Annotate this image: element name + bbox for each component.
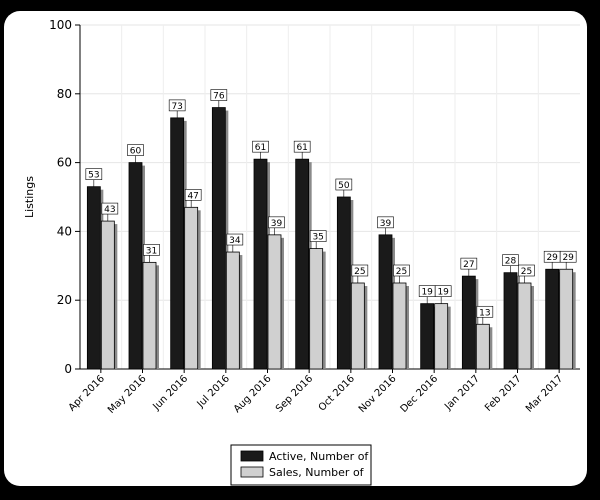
data-label: 29 bbox=[546, 253, 558, 263]
x-tick-label: Feb 2017 bbox=[483, 373, 524, 414]
y-tick-label: 20 bbox=[57, 293, 72, 307]
data-label-box bbox=[309, 230, 327, 242]
data-label-box bbox=[351, 264, 369, 277]
bar bbox=[128, 162, 143, 370]
bar bbox=[420, 303, 435, 370]
y-tick-label: 80 bbox=[57, 87, 72, 101]
x-tick-label: Apr 2016 bbox=[67, 373, 107, 413]
y-tick-label: 100 bbox=[49, 18, 72, 32]
legend: Active, Number of Sales, Number of bbox=[230, 444, 372, 486]
data-label-box bbox=[101, 202, 119, 215]
data-label: 31 bbox=[146, 246, 157, 256]
data-label: 61 bbox=[296, 143, 307, 153]
data-label: 43 bbox=[104, 205, 115, 215]
bar bbox=[170, 117, 185, 370]
data-label: 39 bbox=[271, 219, 283, 229]
data-labels: 53 43 60 31 73 47 76 34 61 39 61 35 50 25 39 25 19 19 27 13… bbox=[85, 89, 577, 325]
data-label-box bbox=[476, 305, 494, 318]
data-label-box bbox=[393, 264, 410, 277]
data-label: 13 bbox=[479, 308, 490, 318]
y-tick-label: 40 bbox=[57, 224, 72, 238]
data-label: 60 bbox=[130, 147, 142, 157]
data-label: 35 bbox=[312, 233, 323, 243]
data-label: 76 bbox=[213, 92, 225, 102]
x-tick-label: Jul 2016 bbox=[195, 373, 232, 410]
data-label: 19 bbox=[421, 288, 433, 298]
x-tick-label: Nov 2016 bbox=[357, 373, 399, 415]
bar bbox=[434, 303, 449, 370]
bar bbox=[100, 220, 115, 370]
bar bbox=[309, 248, 324, 370]
data-label-box bbox=[434, 285, 452, 297]
data-label: 25 bbox=[354, 267, 365, 277]
bar bbox=[545, 268, 560, 370]
data-label: 25 bbox=[521, 267, 532, 277]
data-label-box bbox=[226, 233, 244, 246]
gridlines bbox=[80, 24, 580, 369]
bar bbox=[503, 272, 518, 370]
data-label-box bbox=[143, 244, 160, 256]
data-label: 53 bbox=[88, 171, 99, 181]
bar bbox=[211, 107, 226, 370]
bar bbox=[475, 323, 490, 370]
x-tick-label: Sep 2016 bbox=[274, 373, 315, 414]
bar bbox=[392, 282, 407, 370]
x-tick-label: Oct 2016 bbox=[317, 373, 357, 413]
bar bbox=[253, 158, 268, 370]
legend-swatch bbox=[240, 450, 264, 462]
data-label-box bbox=[184, 189, 202, 201]
bar bbox=[461, 275, 476, 370]
data-label-box bbox=[268, 216, 285, 229]
bar bbox=[225, 251, 240, 370]
bar bbox=[142, 261, 157, 370]
y-tick-label: 0 bbox=[64, 362, 72, 376]
data-label: 61 bbox=[255, 143, 266, 153]
bar bbox=[184, 206, 199, 370]
bar bbox=[350, 282, 365, 370]
data-label-box bbox=[518, 264, 535, 277]
data-label: 47 bbox=[187, 191, 198, 201]
y-tick-label: 60 bbox=[57, 156, 72, 170]
x-tick-label: Mar 2017 bbox=[524, 373, 565, 414]
legend-swatch bbox=[240, 466, 264, 478]
x-tick-label: May 2016 bbox=[106, 373, 149, 416]
data-label: 50 bbox=[338, 181, 350, 191]
bar bbox=[86, 186, 101, 370]
data-label: 73 bbox=[171, 102, 182, 112]
x-tick-label: Jun 2016 bbox=[151, 373, 191, 413]
bar bbox=[336, 196, 351, 370]
x-tick-label: Jan 2017 bbox=[442, 373, 482, 413]
data-label: 25 bbox=[396, 267, 407, 277]
legend-label: Sales, Number of bbox=[269, 466, 365, 479]
data-label-box bbox=[559, 250, 577, 263]
data-label: 34 bbox=[229, 236, 241, 246]
bar bbox=[559, 268, 574, 370]
bar bbox=[295, 158, 310, 370]
x-tick-label: Aug 2016 bbox=[232, 373, 274, 415]
data-label: 28 bbox=[505, 257, 517, 267]
bar bbox=[267, 234, 282, 370]
data-label: 29 bbox=[562, 253, 574, 263]
y-axis-title: Listings bbox=[23, 176, 36, 218]
legend-label: Active, Number of bbox=[269, 450, 369, 463]
data-label: 19 bbox=[437, 288, 449, 298]
x-tick-label: Dec 2016 bbox=[399, 373, 441, 415]
data-label: 39 bbox=[380, 219, 392, 229]
bar bbox=[517, 282, 532, 370]
data-label: 27 bbox=[463, 260, 474, 270]
bars bbox=[86, 107, 576, 370]
bar bbox=[378, 234, 393, 370]
